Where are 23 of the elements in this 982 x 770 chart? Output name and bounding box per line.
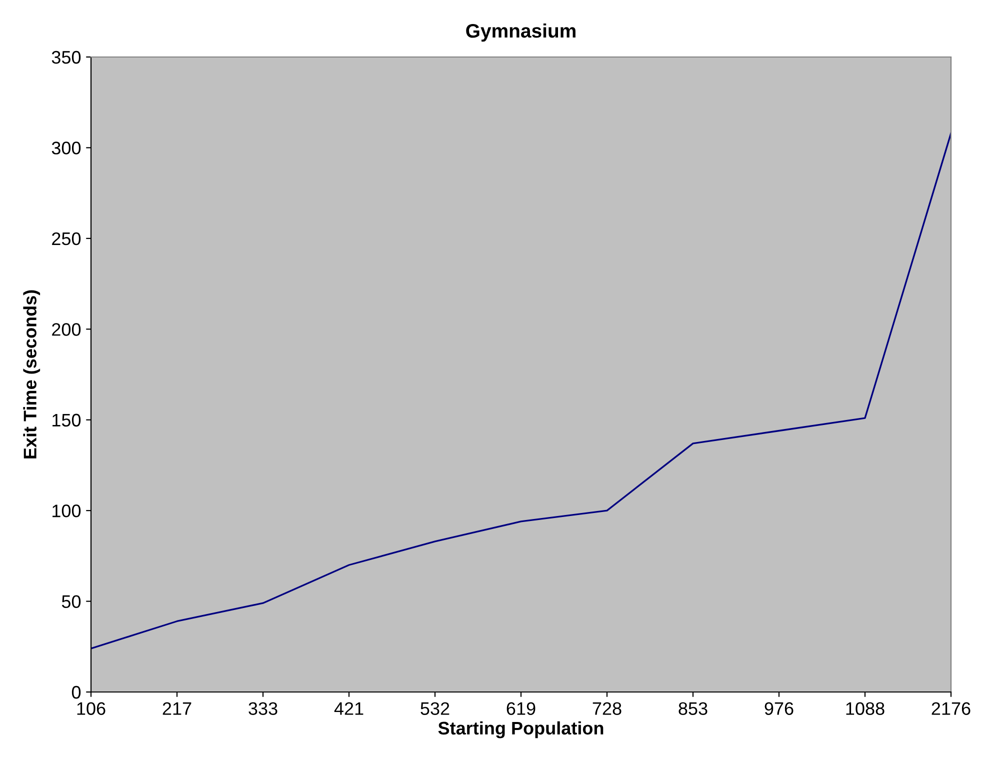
y-tick-label: 350 <box>52 50 81 64</box>
y-tick-label: 50 <box>62 595 81 608</box>
y-tick-label: 300 <box>52 142 81 154</box>
x-tick-label: 1088 <box>846 702 884 715</box>
x-tick-label: 2176 <box>932 702 970 715</box>
y-axis-title: Exit Time (seconds) <box>23 290 40 458</box>
x-tick-label: 853 <box>678 702 708 715</box>
x-tick-label: 532 <box>420 702 450 715</box>
x-tick-label: 976 <box>764 702 794 715</box>
x-tick-label: 728 <box>592 702 622 715</box>
y-tick-label: 0 <box>72 686 81 699</box>
x-tick-label: 619 <box>506 702 536 715</box>
x-tick-label: 106 <box>77 702 106 715</box>
x-tick-label: 217 <box>162 702 192 715</box>
line-series <box>91 132 951 650</box>
y-tick-label: 250 <box>52 232 81 246</box>
y-tick-label: 150 <box>52 414 81 427</box>
y-tick-label: 200 <box>52 323 81 336</box>
x-tick-label: 421 <box>334 702 364 715</box>
chart-title: Gymnasium <box>466 23 576 42</box>
y-tick-label: 100 <box>52 504 81 518</box>
x-axis-title: Starting Population <box>438 721 604 738</box>
x-tick-label: 333 <box>248 702 278 715</box>
